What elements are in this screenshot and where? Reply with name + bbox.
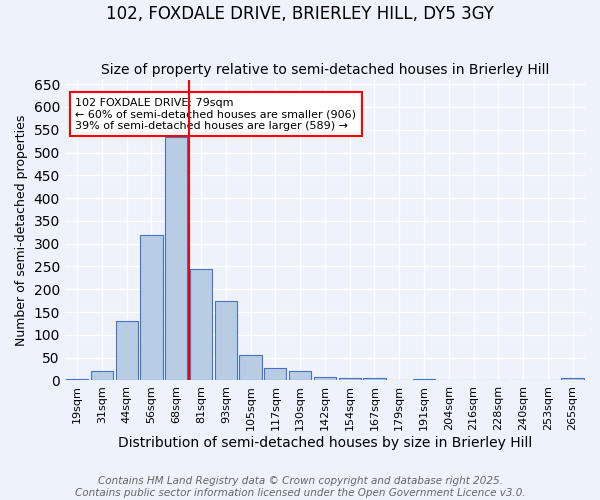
Bar bbox=[91, 372, 113, 380]
Bar bbox=[140, 234, 163, 380]
Bar bbox=[562, 378, 584, 380]
Bar bbox=[116, 321, 138, 380]
Bar bbox=[215, 300, 237, 380]
Text: 102 FOXDALE DRIVE: 79sqm
← 60% of semi-detached houses are smaller (906)
39% of : 102 FOXDALE DRIVE: 79sqm ← 60% of semi-d… bbox=[75, 98, 356, 131]
Bar bbox=[363, 378, 386, 380]
X-axis label: Distribution of semi-detached houses by size in Brierley Hill: Distribution of semi-detached houses by … bbox=[118, 436, 532, 450]
Bar bbox=[289, 372, 311, 380]
Bar bbox=[239, 356, 262, 380]
Bar bbox=[190, 269, 212, 380]
Text: 102, FOXDALE DRIVE, BRIERLEY HILL, DY5 3GY: 102, FOXDALE DRIVE, BRIERLEY HILL, DY5 3… bbox=[106, 5, 494, 23]
Y-axis label: Number of semi-detached properties: Number of semi-detached properties bbox=[15, 114, 28, 346]
Title: Size of property relative to semi-detached houses in Brierley Hill: Size of property relative to semi-detach… bbox=[101, 63, 549, 77]
Text: Contains HM Land Registry data © Crown copyright and database right 2025.
Contai: Contains HM Land Registry data © Crown c… bbox=[74, 476, 526, 498]
Bar bbox=[66, 378, 88, 380]
Bar bbox=[165, 136, 187, 380]
Bar bbox=[338, 378, 361, 380]
Bar bbox=[264, 368, 286, 380]
Bar bbox=[314, 377, 336, 380]
Bar bbox=[413, 379, 435, 380]
